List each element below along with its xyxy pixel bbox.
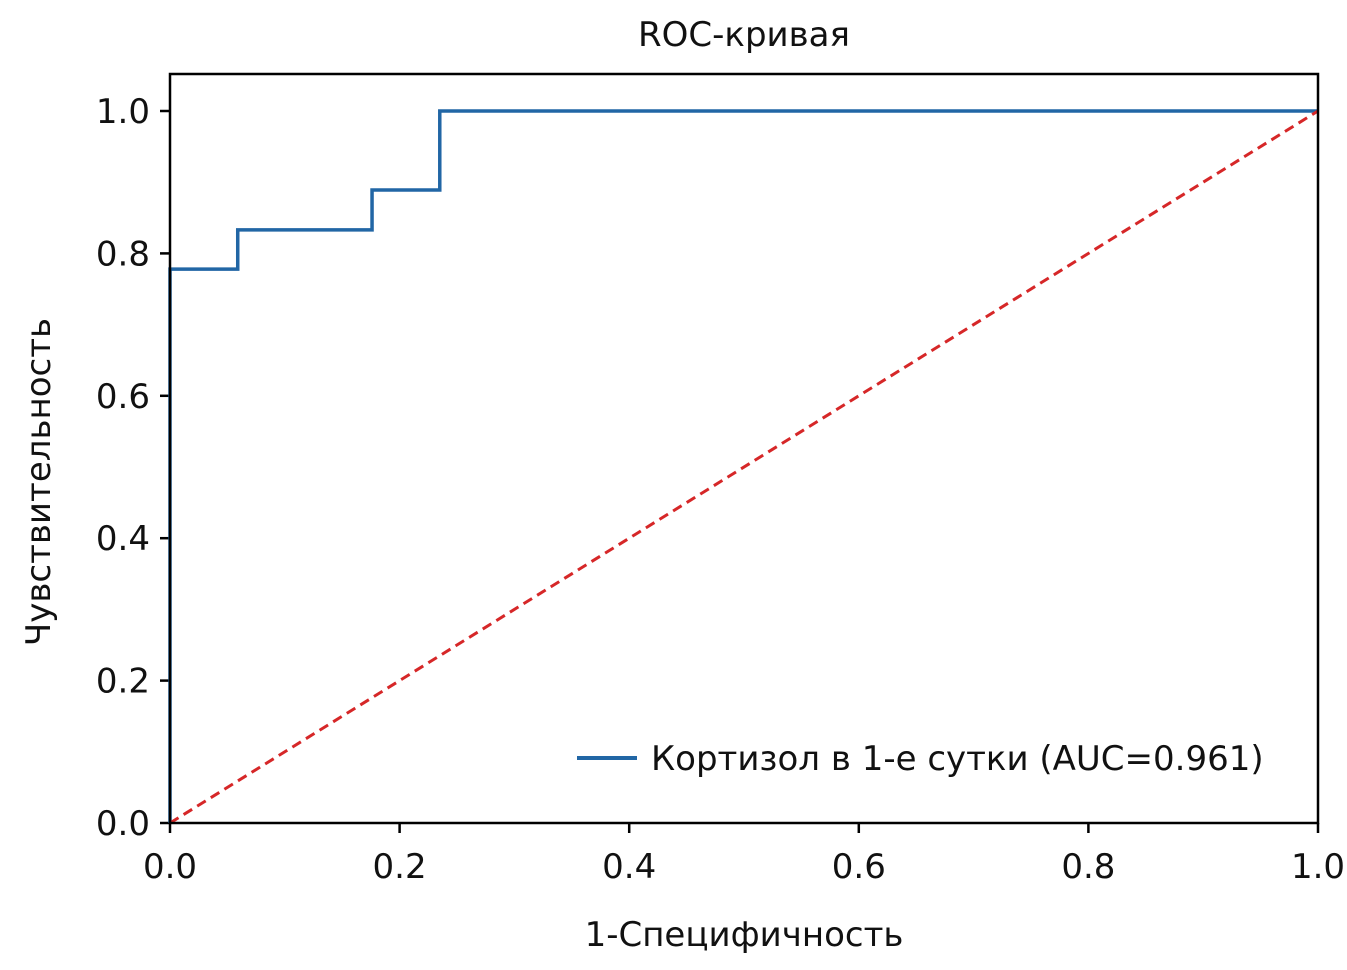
x-tick-label: 0.0	[143, 847, 197, 887]
x-tick-label: 0.4	[602, 847, 656, 887]
y-axis-label: Чувствительность	[19, 318, 59, 646]
roc-curve-line	[168, 109, 1318, 823]
y-tick-label: 0.2	[96, 662, 150, 702]
y-tick-label: 1.0	[96, 92, 150, 132]
y-tick-label: 0.8	[96, 234, 150, 274]
y-tick-label: 0.4	[96, 519, 150, 559]
x-tick-label: 1.0	[1291, 847, 1345, 887]
x-tick-label: 0.2	[373, 847, 427, 887]
x-axis-label: 1-Специфичность	[585, 915, 904, 955]
y-tick-label: 0.6	[96, 377, 150, 417]
y-tick-label: 0.0	[96, 804, 150, 844]
chance-diagonal-line	[169, 109, 1319, 825]
legend: Кортизол в 1-е сутки (AUC=0.961)	[577, 739, 1264, 779]
x-tick-label: 0.6	[832, 847, 886, 887]
plot-frame	[168, 72, 1320, 825]
chart-title: ROC-кривая	[638, 15, 850, 55]
legend-label: Кортизол в 1-е сутки (AUC=0.961)	[651, 739, 1264, 779]
x-tick-label: 0.8	[1061, 847, 1115, 887]
